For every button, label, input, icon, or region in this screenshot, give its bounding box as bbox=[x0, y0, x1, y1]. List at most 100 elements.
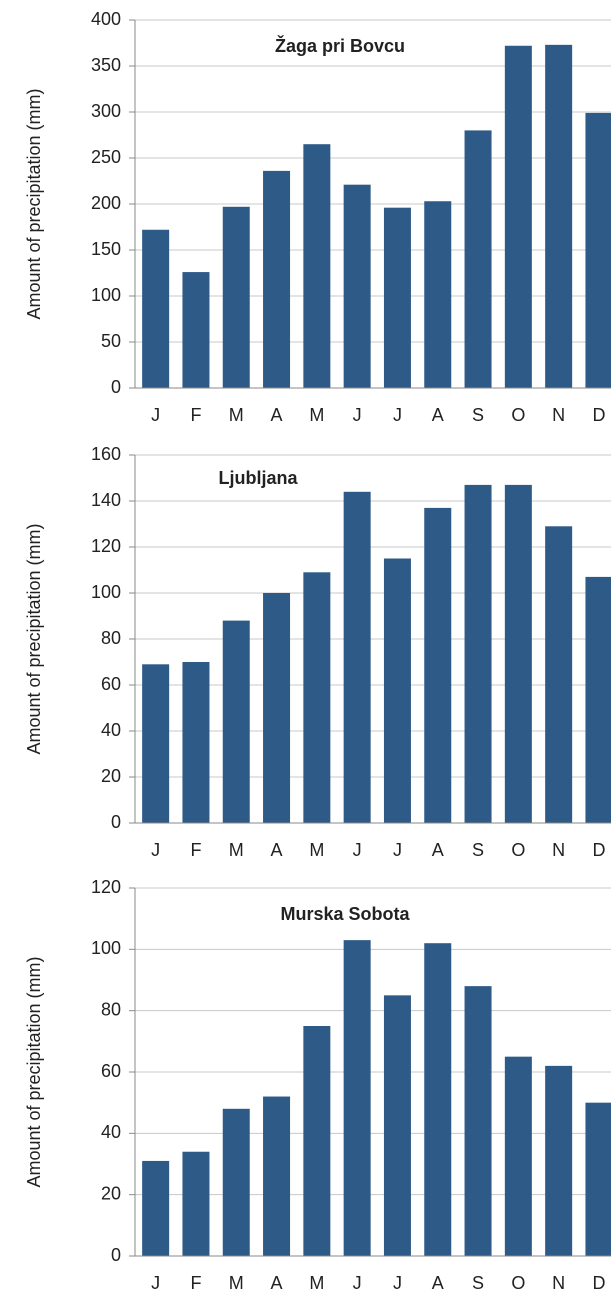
x-tick-label: A bbox=[271, 405, 283, 425]
bar bbox=[142, 229, 170, 388]
x-tick-label: S bbox=[472, 1273, 484, 1293]
bar bbox=[343, 491, 371, 823]
x-tick-label: F bbox=[190, 405, 201, 425]
y-tick-label: 60 bbox=[101, 674, 121, 694]
chart-title: Murska Sobota bbox=[280, 904, 410, 924]
bar bbox=[504, 45, 532, 388]
bar bbox=[343, 940, 371, 1256]
x-tick-label: A bbox=[432, 1273, 444, 1293]
y-tick-label: 20 bbox=[101, 766, 121, 786]
y-tick-label: 20 bbox=[101, 1183, 121, 1203]
x-tick-label: O bbox=[511, 1273, 525, 1293]
x-tick-label: D bbox=[592, 1273, 605, 1293]
bar bbox=[424, 201, 452, 388]
bar bbox=[142, 664, 170, 823]
y-tick-label: 400 bbox=[91, 9, 121, 29]
x-tick-label: S bbox=[472, 840, 484, 860]
y-tick-label: 40 bbox=[101, 1122, 121, 1142]
y-tick-label: 150 bbox=[91, 239, 121, 259]
x-tick-label: J bbox=[353, 1273, 362, 1293]
bar bbox=[343, 184, 371, 388]
x-tick-label: M bbox=[229, 1273, 244, 1293]
x-tick-label: A bbox=[432, 405, 444, 425]
y-tick-label: 60 bbox=[101, 1061, 121, 1081]
x-tick-label: M bbox=[229, 840, 244, 860]
y-tick-label: 350 bbox=[91, 55, 121, 75]
x-tick-label: O bbox=[511, 405, 525, 425]
x-tick-label: N bbox=[552, 840, 565, 860]
x-tick-label: F bbox=[190, 1273, 201, 1293]
x-tick-label: J bbox=[393, 1273, 402, 1293]
x-tick-label: M bbox=[309, 840, 324, 860]
bar bbox=[142, 1160, 170, 1256]
y-axis-label: Amount of precipitation (mm) bbox=[24, 523, 44, 754]
bar bbox=[222, 206, 250, 388]
x-tick-label: J bbox=[151, 405, 160, 425]
bar bbox=[263, 593, 291, 823]
x-tick-label: J bbox=[151, 840, 160, 860]
bar bbox=[585, 576, 611, 823]
bar bbox=[545, 1065, 573, 1256]
bar bbox=[504, 484, 532, 823]
x-tick-label: J bbox=[353, 405, 362, 425]
y-tick-label: 100 bbox=[91, 582, 121, 602]
bar bbox=[464, 484, 492, 823]
y-tick-label: 0 bbox=[111, 1245, 121, 1265]
y-tick-label: 50 bbox=[101, 331, 121, 351]
bar bbox=[263, 1096, 291, 1256]
chart-title: Ljubljana bbox=[218, 468, 298, 488]
bar bbox=[303, 144, 331, 388]
bar bbox=[464, 986, 492, 1256]
x-tick-label: J bbox=[353, 840, 362, 860]
y-tick-label: 120 bbox=[91, 877, 121, 897]
bar bbox=[303, 1026, 331, 1256]
x-tick-label: N bbox=[552, 405, 565, 425]
x-tick-label: N bbox=[552, 1273, 565, 1293]
y-tick-label: 0 bbox=[111, 812, 121, 832]
bar bbox=[182, 662, 210, 823]
x-tick-label: A bbox=[432, 840, 444, 860]
bar bbox=[585, 1102, 611, 1256]
bar bbox=[383, 207, 411, 388]
x-tick-label: J bbox=[151, 1273, 160, 1293]
bar bbox=[383, 995, 411, 1256]
bar bbox=[222, 620, 250, 823]
bar bbox=[263, 170, 291, 388]
y-tick-label: 120 bbox=[91, 536, 121, 556]
y-tick-label: 100 bbox=[91, 285, 121, 305]
bar bbox=[182, 1151, 210, 1256]
y-axis-label: Amount of precipitation (mm) bbox=[24, 956, 44, 1187]
y-tick-label: 200 bbox=[91, 193, 121, 213]
x-tick-label: O bbox=[511, 840, 525, 860]
bar bbox=[222, 1108, 250, 1256]
x-tick-label: J bbox=[393, 405, 402, 425]
y-tick-label: 250 bbox=[91, 147, 121, 167]
bar bbox=[545, 44, 573, 389]
y-axis-label: Amount of precipitation (mm) bbox=[24, 88, 44, 319]
bar bbox=[504, 1056, 532, 1256]
x-tick-label: M bbox=[309, 405, 324, 425]
x-tick-label: M bbox=[309, 1273, 324, 1293]
x-tick-label: A bbox=[271, 1273, 283, 1293]
x-tick-label: A bbox=[271, 840, 283, 860]
bar bbox=[424, 943, 452, 1256]
x-tick-label: J bbox=[393, 840, 402, 860]
y-tick-label: 80 bbox=[101, 628, 121, 648]
chart-title: Žaga pri Bovcu bbox=[275, 35, 405, 56]
y-tick-label: 100 bbox=[91, 938, 121, 958]
x-tick-label: S bbox=[472, 405, 484, 425]
bar bbox=[464, 130, 492, 388]
y-tick-label: 300 bbox=[91, 101, 121, 121]
x-tick-label: D bbox=[592, 405, 605, 425]
bar bbox=[545, 526, 573, 823]
y-tick-label: 40 bbox=[101, 720, 121, 740]
bar bbox=[182, 272, 210, 388]
y-tick-label: 0 bbox=[111, 377, 121, 397]
y-tick-label: 80 bbox=[101, 999, 121, 1019]
x-tick-label: M bbox=[229, 405, 244, 425]
x-tick-label: D bbox=[592, 840, 605, 860]
y-tick-label: 140 bbox=[91, 490, 121, 510]
bar bbox=[424, 507, 452, 823]
x-tick-label: F bbox=[190, 840, 201, 860]
